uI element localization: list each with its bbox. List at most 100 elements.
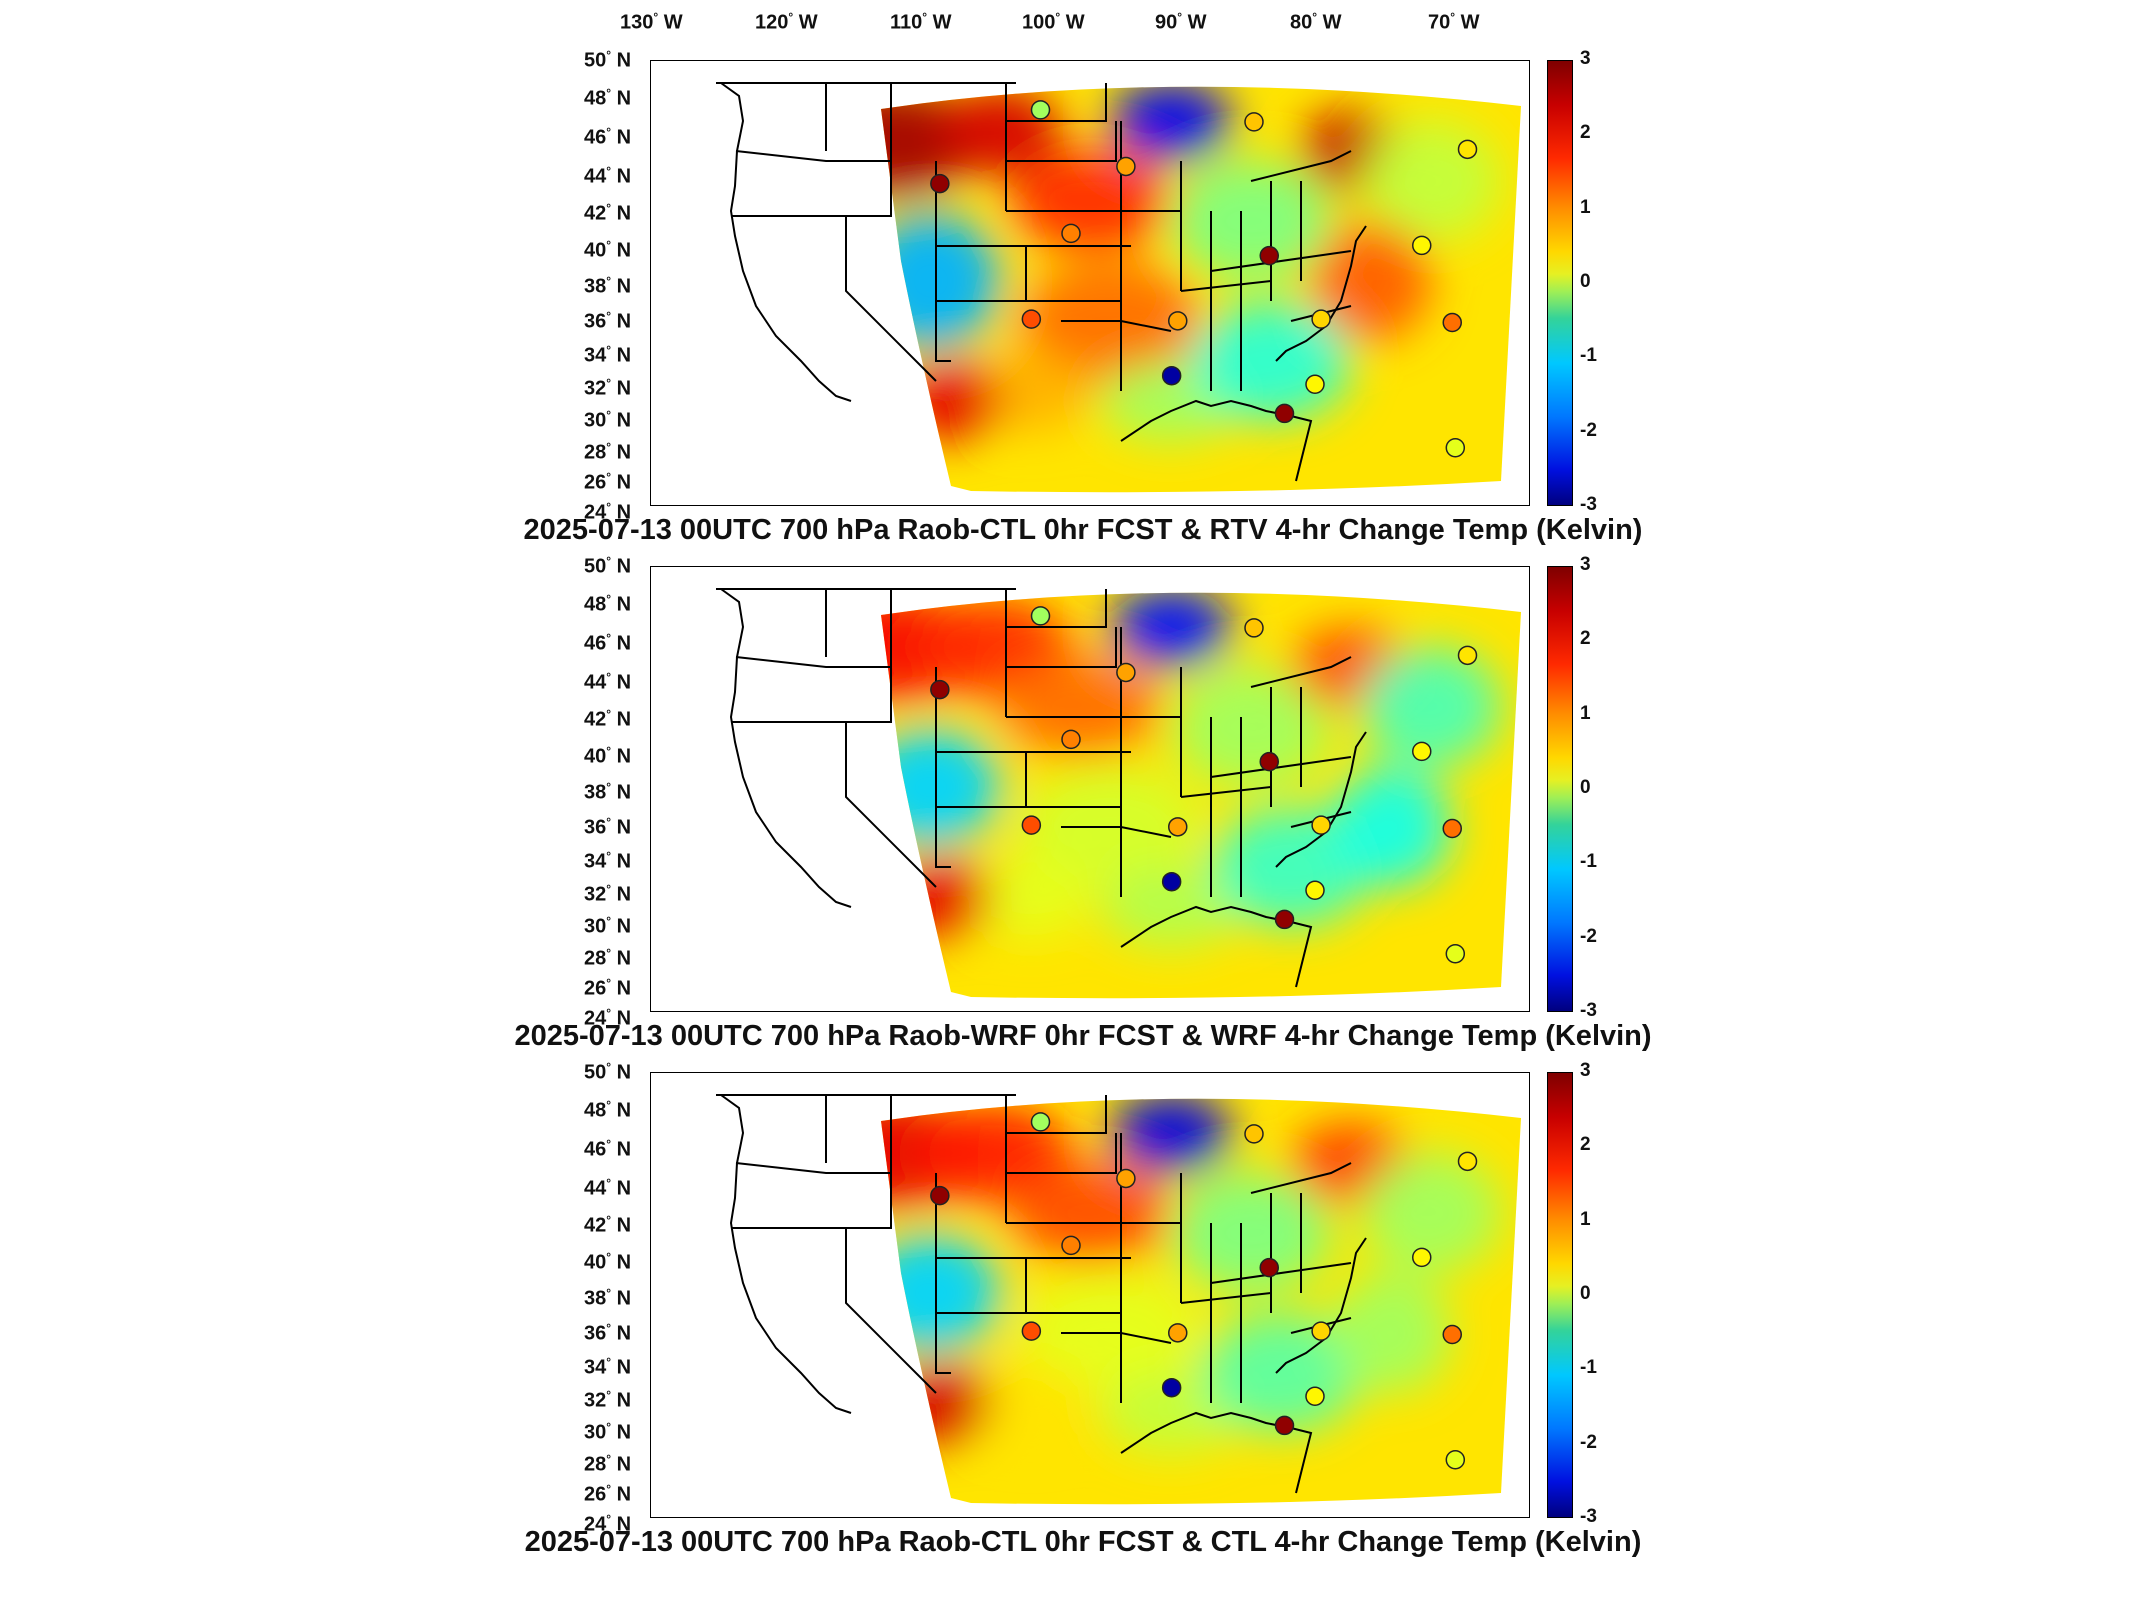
station-marker [1116,1168,1136,1189]
latitude-label: 32° N [584,1388,632,1412]
latitude-direction: N [611,1421,632,1444]
latitude-label: 38° N [584,1286,632,1310]
latitude-direction: N [611,1513,632,1536]
map-canvas [716,588,1521,999]
state-border [1006,627,1117,668]
field-patch [1101,867,1241,947]
latitude-label: 30° N [584,914,632,938]
latitude-label: 42° N [584,707,632,731]
latitude-degree: 36 [584,1322,607,1345]
latitude-direction: N [611,1177,632,1200]
latitude-direction: N [611,239,632,262]
station-marker [1442,1324,1462,1345]
station-marker [1168,817,1188,837]
latitude-direction: N [611,344,632,367]
latitude-degree: 38 [584,781,607,804]
station-marker [1021,1321,1042,1341]
field-patch [891,1363,991,1443]
station-marker [1259,245,1279,266]
state-border [1250,1162,1352,1194]
latitude-degree: 30 [584,409,607,432]
temperature-field [881,592,1521,999]
latitude-label: 44° N [584,164,632,188]
state-border [1180,1292,1272,1304]
station-marker [1457,645,1478,666]
state-border [731,1173,892,1229]
state-border [1250,656,1352,688]
latitude-label: 48° N [584,86,632,110]
state-border [1006,1095,1107,1134]
latitude-direction: N [611,745,632,768]
latitude-degree: 30 [584,915,607,938]
station-marker [1244,1124,1264,1144]
latitude-degree: 32 [584,377,607,400]
state-border [1210,250,1352,272]
longitude-degree: 70 [1428,11,1451,34]
latitude-label: 40° N [584,1250,632,1274]
station-marker [1305,1386,1325,1407]
latitude-degree: 24 [584,501,607,524]
latitude-label: 50° N [584,48,632,72]
latitude-degree: 40 [584,745,607,768]
latitude-direction: N [611,1322,632,1345]
longitude-label: 120° W [755,10,818,34]
field-patch [881,727,1001,847]
latitude-degree: 42 [584,202,607,225]
state-border [1006,121,1117,162]
station-marker [1030,100,1051,120]
station-marker [1168,311,1188,331]
latitude-degree: 46 [584,126,607,149]
latitude-label: 24° N [584,1512,632,1536]
latitude-degree: 50 [584,49,607,72]
latitude-direction: N [611,883,632,906]
map-canvas [716,82,1521,493]
station-marker [1168,1323,1188,1343]
latitude-label: 32° N [584,882,632,906]
field-patch [1011,151,1171,251]
station-marker [1030,1112,1051,1132]
latitude-direction: N [611,409,632,432]
colorbar-tick: -3 [1580,494,1597,515]
longitude-direction: W [1317,11,1342,34]
colorbar-tick: -3 [1580,1000,1597,1021]
raob-stations [930,100,1478,458]
latitude-label: 34° N [584,1355,632,1379]
station-marker [1457,1151,1478,1172]
latitude-degree: 42 [584,1214,607,1237]
latitude-label: 44° N [584,670,632,694]
coastline [1275,731,1367,868]
latitude-direction: N [611,202,632,225]
latitude-degree: 38 [584,1287,607,1310]
latitude-direction: N [611,593,632,616]
field-patch [1331,1273,1451,1393]
station-marker [1244,112,1264,132]
field-patch [1211,807,1371,927]
colorbar [1547,566,1573,1012]
latitude-direction: N [611,977,632,1000]
state-border [731,667,892,723]
latitude-direction: N [611,1099,632,1122]
latitude-degree: 48 [584,1099,607,1122]
latitude-degree: 26 [584,471,607,494]
station-marker [1259,751,1279,772]
longitude-label: 80° W [1290,10,1342,34]
latitude-label: 28° N [584,946,632,970]
latitude-direction: N [611,377,632,400]
latitude-degree: 32 [584,883,607,906]
station-marker [1021,309,1042,329]
field-patch [1171,1173,1331,1293]
colorbar [1547,1072,1573,1518]
temperature-field [881,86,1521,493]
latitude-direction: N [611,1356,632,1379]
longitude-degree: 120 [755,11,789,34]
colorbar-tick: 1 [1580,196,1591,218]
latitude-label: 26° N [584,1482,632,1506]
station-marker [1412,1247,1432,1268]
latitude-direction: N [611,1453,632,1476]
panel-title: 2025-07-13 00UTC 700 hPa Raob-CTL 0hr FC… [523,514,1643,546]
latitude-degree: 24 [584,1007,607,1030]
latitude-degree: 28 [584,947,607,970]
latitude-label: 38° N [584,274,632,298]
latitude-degree: 48 [584,87,607,110]
field-patch [1011,1163,1171,1263]
